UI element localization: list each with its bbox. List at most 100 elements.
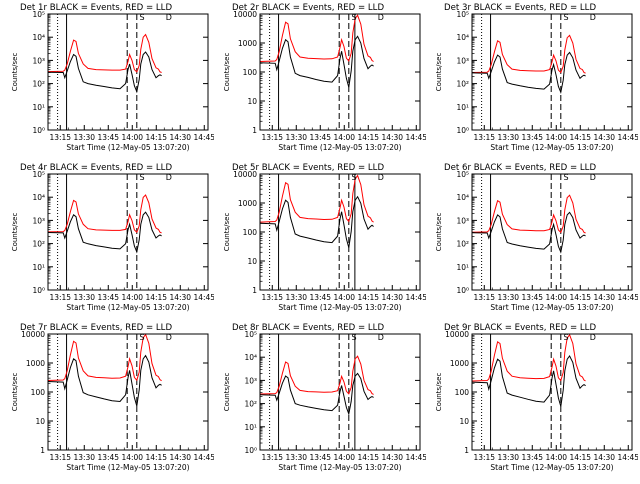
- series-line-events: [48, 354, 162, 407]
- series-line-lld: [260, 355, 374, 395]
- y-tick-label: 10²: [244, 400, 257, 409]
- x-tick-label: 14:00: [121, 453, 143, 462]
- series-line-events: [260, 35, 374, 88]
- series-line-lld: [472, 194, 586, 234]
- y-tick-label: 10¹: [32, 263, 45, 272]
- y-tick-label: 10000: [233, 10, 257, 19]
- y-tick-label: 10²: [32, 240, 45, 249]
- y-tick-label: 100: [243, 68, 258, 77]
- y-tick-label: 1: [252, 286, 257, 295]
- plot-frame: [47, 173, 209, 291]
- plot-frame: [47, 333, 209, 451]
- x-tick-label: 13:45: [309, 293, 331, 302]
- marker-S: S: [140, 333, 145, 342]
- series-line-events: [260, 372, 374, 416]
- series-line-events: [48, 211, 162, 254]
- x-tick-label: 14:15: [357, 133, 379, 142]
- y-tick-label: 1: [252, 126, 257, 135]
- x-tick-label: 13:45: [309, 133, 331, 142]
- x-tick-label: 14:00: [121, 293, 143, 302]
- y-tick-label: 10⁰: [456, 126, 469, 135]
- series-line-events: [472, 211, 586, 254]
- marker-S: S: [564, 173, 569, 182]
- x-tick-label: 14:30: [169, 453, 191, 462]
- x-tick-label: 14:30: [593, 293, 615, 302]
- marker-D: D: [378, 13, 384, 22]
- x-axis-label: Start Time (12-May-05 13:07:20): [278, 303, 401, 312]
- series-line-lld: [48, 33, 162, 73]
- y-tick-label: 10⁴: [244, 353, 257, 362]
- x-tick-label: 14:45: [617, 133, 638, 142]
- x-axis-label: Start Time (12-May-05 13:07:20): [490, 463, 613, 472]
- marker-S: S: [140, 13, 145, 22]
- chart-title: Det 5r BLACK = Events, RED = LLD: [232, 163, 384, 173]
- y-axis-label: Counts/sec: [223, 213, 231, 252]
- x-tick-label: 14:45: [193, 453, 214, 462]
- plot-frame: [259, 333, 421, 451]
- x-tick-label: 13:30: [497, 453, 519, 462]
- marker-D: D: [166, 13, 172, 22]
- x-tick-label: 14:00: [333, 133, 355, 142]
- y-axis-label: Counts/sec: [435, 373, 443, 412]
- x-tick-label: 13:30: [73, 453, 95, 462]
- x-tick-label: 14:45: [617, 453, 638, 462]
- y-tick-label: 100: [455, 388, 470, 397]
- x-axis-label: Start Time (12-May-05 13:07:20): [490, 303, 613, 312]
- chart-title: Det 7r BLACK = Events, RED = LLD: [20, 323, 172, 333]
- y-tick-label: 10²: [456, 80, 469, 89]
- x-tick-label: 14:15: [569, 293, 591, 302]
- y-tick-label: 10⁰: [456, 286, 469, 295]
- y-tick-label: 10¹: [244, 423, 257, 432]
- y-tick-label: 10³: [32, 56, 45, 65]
- x-tick-label: 13:45: [309, 453, 331, 462]
- y-tick-label: 1000: [26, 359, 45, 368]
- y-tick-label: 10³: [456, 56, 469, 65]
- x-tick-label: 14:15: [357, 453, 379, 462]
- x-axis-label: Start Time (12-May-05 13:07:20): [490, 143, 613, 152]
- x-tick-label: 14:45: [193, 133, 214, 142]
- x-tick-label: 13:30: [497, 133, 519, 142]
- x-axis-label: Start Time (12-May-05 13:07:20): [66, 463, 189, 472]
- x-tick-label: 13:15: [473, 133, 495, 142]
- chart-title: Det 9r BLACK = Events, RED = LLD: [444, 323, 596, 333]
- x-axis-label: Start Time (12-May-05 13:07:20): [278, 463, 401, 472]
- marker-D: D: [590, 173, 596, 182]
- chart-title: Det 6r BLACK = Events, RED = LLD: [444, 163, 596, 173]
- x-tick-label: 14:15: [145, 133, 167, 142]
- y-tick-label: 10: [247, 97, 257, 106]
- y-tick-label: 10⁴: [32, 193, 45, 202]
- panel-det-1r: Det 1r BLACK = Events, RED = LLD S D 10⁰ 10¹…: [2, 0, 215, 164]
- y-tick-label: 100: [243, 228, 258, 237]
- panel-det-6r: Det 6r BLACK = Events, RED = LLD S D 10⁰ 10¹…: [426, 160, 639, 324]
- marker-S: S: [140, 173, 145, 182]
- chart-title: Det 3r BLACK = Events, RED = LLD: [444, 3, 596, 13]
- y-tick-label: 1000: [238, 39, 257, 48]
- x-tick-label: 13:15: [49, 133, 71, 142]
- x-tick-label: 14:30: [381, 133, 403, 142]
- x-tick-label: 13:30: [285, 293, 307, 302]
- panel-det-8r: Det 8r BLACK = Events, RED = LLD S D 10⁰ 10¹…: [214, 320, 427, 484]
- y-tick-label: 10⁵: [32, 170, 45, 179]
- y-tick-label: 100: [31, 388, 46, 397]
- y-tick-label: 1: [40, 446, 45, 455]
- y-tick-label: 1: [464, 446, 469, 455]
- series-line-events: [472, 355, 586, 407]
- series-line-lld: [48, 334, 162, 382]
- series-line-lld: [472, 334, 586, 382]
- x-tick-label: 14:30: [593, 453, 615, 462]
- panel-det-4r: Det 4r BLACK = Events, RED = LLD S D 10⁰ 10¹…: [2, 160, 215, 324]
- x-tick-label: 13:30: [73, 133, 95, 142]
- x-tick-label: 14:00: [333, 293, 355, 302]
- x-tick-label: 13:45: [97, 293, 119, 302]
- y-tick-label: 10: [35, 417, 45, 426]
- x-tick-label: 14:00: [333, 453, 355, 462]
- panel-det-7r: Det 7r BLACK = Events, RED = LLD S D 1 10 100…: [2, 320, 215, 484]
- x-tick-label: 13:15: [261, 453, 283, 462]
- series-line-events: [472, 51, 586, 95]
- y-tick-label: 10⁴: [456, 33, 469, 42]
- x-tick-label: 13:45: [97, 453, 119, 462]
- x-tick-label: 14:00: [545, 133, 567, 142]
